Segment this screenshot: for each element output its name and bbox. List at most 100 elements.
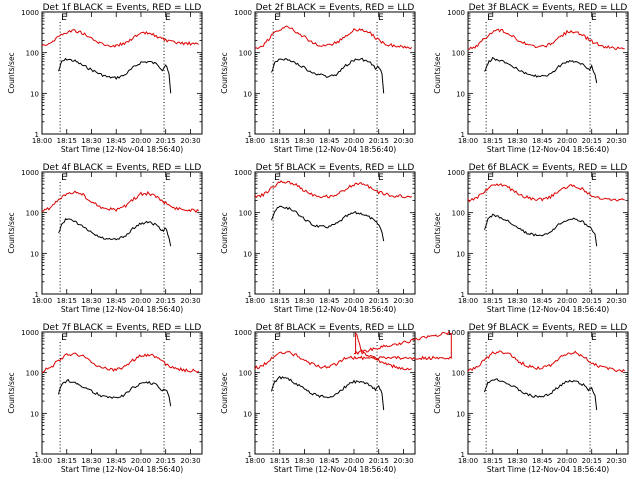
- y-tick-label: 100: [239, 50, 252, 58]
- lld-series-line: [467, 350, 626, 373]
- y-tick-label: 1: [461, 291, 465, 299]
- x-axis-label: Start Time (12-Nov-04 18:56:40): [274, 145, 396, 154]
- events-series-line: [58, 218, 172, 247]
- x-tick-label: 18:45: [106, 137, 126, 145]
- events-series-line: [484, 213, 598, 247]
- y-tick-label: 1000: [21, 329, 39, 337]
- x-tick-label: 18:00: [32, 457, 52, 465]
- x-tick-label: 18:30: [81, 457, 101, 465]
- x-tick-label: 20:00: [344, 457, 364, 465]
- x-tick-label: 18:00: [245, 297, 265, 305]
- y-axis-label: Counts/sec: [7, 212, 16, 253]
- x-tick-label: 18:45: [319, 457, 339, 465]
- event-marker-label: E: [165, 13, 171, 23]
- x-tick-label: 20:15: [369, 457, 389, 465]
- x-tick-label: 18:15: [57, 137, 77, 145]
- y-axis-label: Counts/sec: [433, 212, 442, 253]
- event-marker-label: E: [591, 173, 597, 183]
- x-axis-label: Start Time (12-Nov-04 18:56:40): [274, 305, 396, 314]
- x-tick-label: 18:15: [57, 457, 77, 465]
- y-tick-label: 10: [243, 410, 252, 418]
- plot-frame: [254, 171, 416, 295]
- y-tick-label: 10: [456, 410, 465, 418]
- event-marker-label: E: [378, 13, 384, 23]
- y-tick-label: 100: [26, 50, 39, 58]
- lld-series-line: [41, 352, 200, 374]
- y-axis-label: Counts/sec: [220, 372, 229, 413]
- chart-panel: Det 2f BLACK = Events, RED = LLD 1 10 100 10…: [220, 3, 416, 154]
- events-series-line: [58, 57, 172, 94]
- y-axis-label: Counts/sec: [7, 52, 16, 93]
- y-tick-label: 1000: [447, 9, 465, 17]
- x-tick-label: 18:15: [483, 137, 503, 145]
- lld-series-line: [254, 330, 452, 371]
- x-tick-label: 18:00: [458, 457, 478, 465]
- x-tick-label: 18:30: [81, 297, 101, 305]
- chart-panel: Det 8f BLACK = Events, RED = LLD 1 10 100 10…: [220, 323, 452, 474]
- x-tick-label: 20:30: [180, 297, 200, 305]
- y-tick-label: 10: [456, 250, 465, 258]
- x-axis-label: Start Time (12-Nov-04 18:56:40): [61, 305, 183, 314]
- y-tick-label: 10: [456, 90, 465, 98]
- x-tick-label: 18:00: [32, 137, 52, 145]
- x-tick-label: 20:15: [369, 137, 389, 145]
- y-tick-label: 1: [248, 291, 252, 299]
- y-tick-label: 100: [452, 370, 465, 378]
- plot-frame: [41, 11, 203, 135]
- y-tick-label: 100: [239, 370, 252, 378]
- x-axis-label: Start Time (12-Nov-04 18:56:40): [274, 465, 396, 474]
- plot-frame: [41, 171, 203, 295]
- x-tick-label: 18:30: [507, 297, 527, 305]
- x-tick-label: 18:00: [458, 137, 478, 145]
- y-axis-label: Counts/sec: [433, 372, 442, 413]
- chart-title: Det 1f BLACK = Events, RED = LLD: [43, 3, 202, 13]
- event-marker-label: E: [487, 13, 493, 23]
- y-axis-label: Counts/sec: [220, 212, 229, 253]
- chart-panel: Det 1f BLACK = Events, RED = LLD 1 10 100 10…: [7, 3, 203, 154]
- x-tick-label: 20:15: [582, 137, 602, 145]
- event-marker-label: E: [61, 173, 67, 183]
- x-tick-label: 18:45: [106, 457, 126, 465]
- plot-frame: [41, 331, 203, 455]
- x-tick-label: 20:15: [582, 297, 602, 305]
- x-tick-label: 18:45: [106, 297, 126, 305]
- x-tick-label: 18:00: [458, 297, 478, 305]
- chart-title: Det 2f BLACK = Events, RED = LLD: [256, 3, 415, 13]
- event-marker-label: E: [378, 173, 384, 183]
- x-tick-label: 20:30: [606, 457, 626, 465]
- plot-frame: [254, 331, 416, 455]
- plot-frame: [467, 331, 629, 455]
- x-tick-label: 20:15: [582, 457, 602, 465]
- lld-series-line: [254, 25, 413, 50]
- x-tick-label: 20:00: [131, 457, 151, 465]
- y-tick-label: 1: [35, 291, 39, 299]
- y-axis-label: Counts/sec: [433, 52, 442, 93]
- chart-panel: Det 6f BLACK = Events, RED = LLD 1 10 100 10…: [433, 163, 629, 314]
- events-series-line: [484, 56, 598, 84]
- x-axis-label: Start Time (12-Nov-04 18:56:40): [487, 465, 609, 474]
- y-tick-label: 1: [248, 451, 252, 459]
- x-tick-label: 18:00: [245, 457, 265, 465]
- x-tick-label: 18:45: [532, 457, 552, 465]
- x-tick-label: 20:15: [156, 137, 176, 145]
- event-marker-label: E: [61, 13, 67, 23]
- x-tick-label: 20:30: [606, 297, 626, 305]
- x-tick-label: 18:15: [270, 137, 290, 145]
- y-tick-label: 1000: [447, 169, 465, 177]
- y-axis-label: Counts/sec: [220, 52, 229, 93]
- x-tick-label: 18:15: [57, 297, 77, 305]
- x-tick-label: 20:15: [369, 297, 389, 305]
- y-tick-label: 1: [35, 451, 39, 459]
- plot-frame: [467, 11, 629, 135]
- x-tick-label: 20:00: [557, 137, 577, 145]
- lld-series-line: [41, 190, 200, 213]
- x-tick-label: 18:30: [294, 297, 314, 305]
- x-tick-label: 18:30: [507, 457, 527, 465]
- events-series-line: [271, 375, 385, 411]
- chart-title: Det 8f BLACK = Events, RED = LLD: [256, 323, 415, 333]
- chart-title: Det 5f BLACK = Events, RED = LLD: [256, 163, 415, 173]
- y-tick-label: 1000: [21, 9, 39, 17]
- event-marker-label: E: [61, 333, 67, 343]
- lld-series-line: [467, 183, 625, 203]
